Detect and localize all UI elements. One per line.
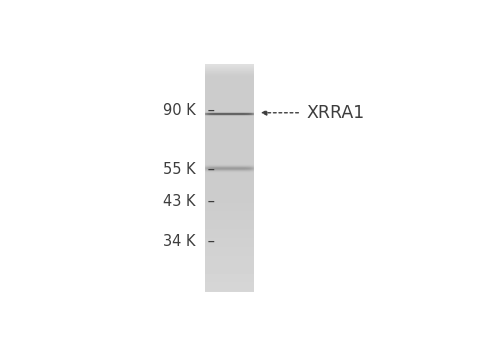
Text: 90 K: 90 K [163, 103, 196, 118]
Text: –: – [203, 103, 215, 118]
Text: 55 K: 55 K [163, 161, 196, 176]
Text: XRRA1: XRRA1 [306, 104, 364, 122]
Text: –: – [203, 194, 215, 209]
Text: –: – [203, 234, 215, 249]
Text: –: – [203, 161, 215, 176]
Text: 34 K: 34 K [163, 234, 196, 249]
Text: 43 K: 43 K [163, 194, 196, 209]
